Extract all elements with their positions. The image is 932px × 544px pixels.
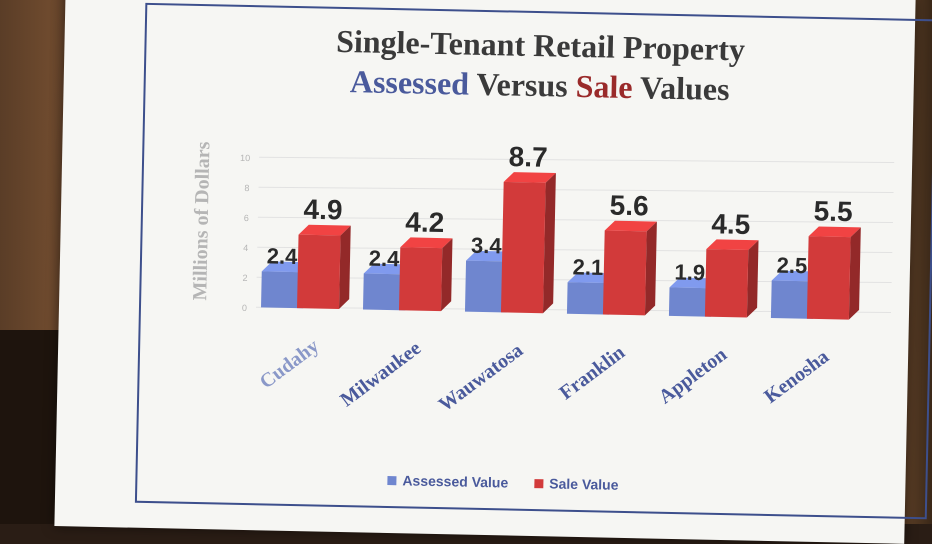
category-label: Cudahy (256, 335, 323, 393)
y-tick-label: 6 (244, 213, 249, 223)
data-label-sale: 8.7 (508, 141, 548, 173)
bar-sale-side (644, 221, 657, 316)
y-tick-label: 2 (243, 273, 248, 283)
bar-sale (704, 249, 749, 318)
bar-assessed (261, 271, 304, 309)
legend-item-sale: Sale Value (534, 475, 619, 493)
data-label-assessed: 2.5 (776, 253, 807, 279)
data-label-assessed: 2.1 (572, 254, 603, 280)
y-tick-label: 10 (240, 153, 250, 163)
y-tick-label: 4 (243, 243, 248, 253)
chart-frame: Single-Tenant Retail Property Assessed V… (134, 2, 932, 520)
bar-sale-side (746, 240, 759, 318)
category-label: Kenosha (760, 346, 833, 408)
bar-assessed (770, 280, 814, 319)
bar-assessed (668, 287, 712, 317)
bar-sale-top (808, 226, 861, 238)
bar-sale (297, 234, 341, 309)
bar-sale-side (542, 172, 556, 314)
data-label-assessed: 1.9 (674, 259, 705, 285)
y-axis-label: Millions of Dollars (189, 141, 214, 301)
bar-sale (500, 181, 546, 314)
category-label: Franklin (555, 341, 629, 404)
bar-sale (806, 236, 851, 320)
category-label: Milwaukee (336, 337, 425, 411)
bar-sale-top (400, 237, 453, 249)
bar-sale (398, 247, 443, 312)
gridline (258, 186, 894, 194)
bar-sale-top (604, 220, 657, 232)
bar-sale-side (440, 238, 453, 312)
bar-sale-side (338, 225, 351, 309)
bar-sale (602, 230, 647, 316)
bar-assessed (566, 282, 610, 315)
bar-sale-side (848, 227, 861, 320)
data-label-sale: 4.2 (405, 206, 445, 238)
legend-swatch-sale (534, 478, 544, 488)
gridline (259, 156, 895, 164)
gridline (257, 246, 893, 254)
data-label-sale: 5.6 (609, 190, 649, 222)
bar-sale-top (706, 239, 759, 251)
y-tick-label: 8 (244, 183, 249, 193)
bar-assessed (362, 273, 406, 311)
category-label: Appleton (655, 343, 731, 408)
legend-label-sale: Sale Value (549, 475, 619, 493)
data-label-sale: 4.9 (303, 194, 343, 226)
y-tick-label: 0 (242, 303, 247, 313)
chart-legend: Assessed Value Sale Value (387, 472, 619, 493)
bar-sale-top (503, 172, 556, 183)
data-label-assessed: 2.4 (369, 246, 401, 272)
data-label-assessed: 2.4 (267, 243, 299, 269)
category-label: Wauwatosa (435, 339, 527, 416)
legend-item-assessed: Assessed Value (387, 472, 508, 491)
poster-board: Single-Tenant Retail Property Assessed V… (54, 0, 932, 544)
bar-assessed (464, 260, 509, 313)
data-label-sale: 5.5 (813, 195, 853, 227)
gridline (257, 216, 893, 224)
legend-swatch-assessed (387, 475, 397, 485)
legend-label-assessed: Assessed Value (402, 472, 509, 491)
data-label-assessed: 3.4 (471, 233, 503, 259)
bar-sale-top (298, 224, 351, 236)
data-label-sale: 4.5 (711, 208, 751, 240)
